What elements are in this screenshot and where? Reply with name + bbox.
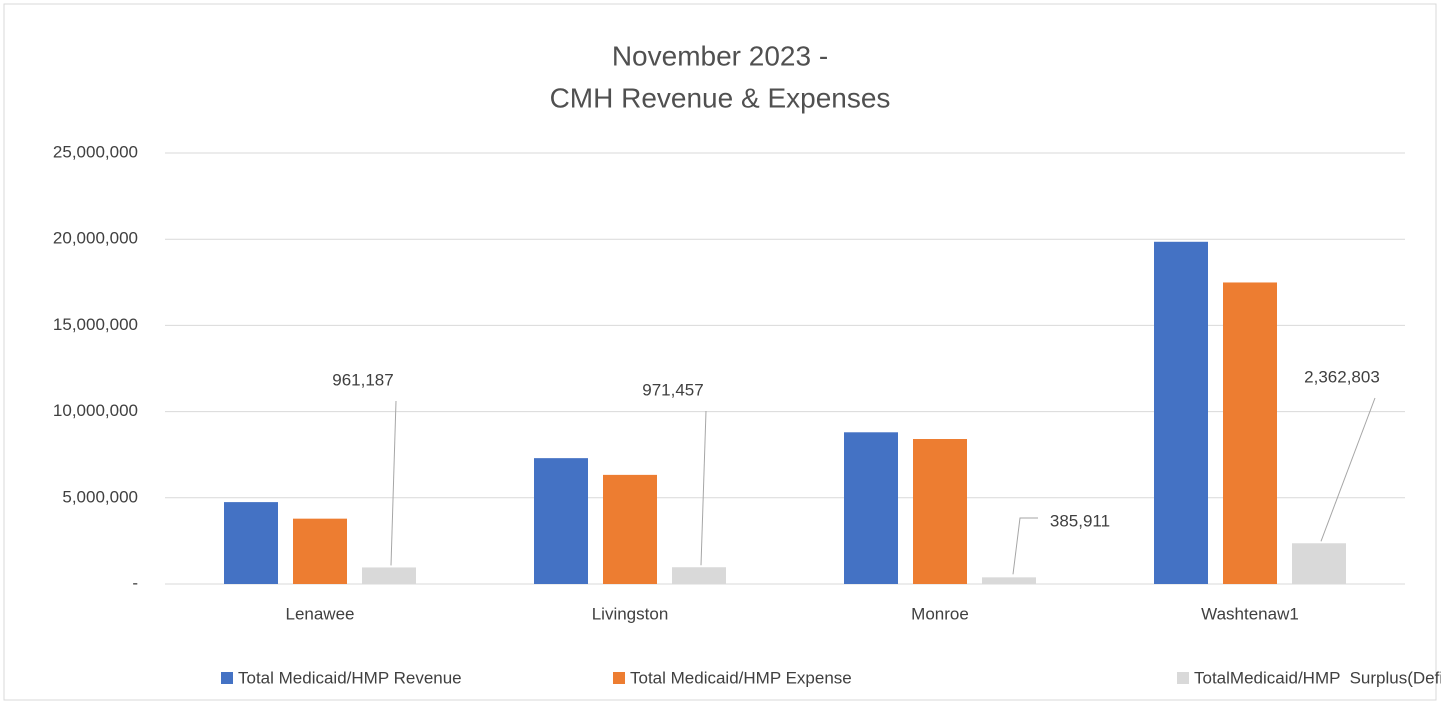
bar bbox=[362, 567, 416, 584]
legend-swatch bbox=[613, 672, 625, 684]
bar bbox=[1292, 543, 1346, 584]
bar bbox=[672, 567, 726, 584]
x-tick-label: Monroe bbox=[911, 604, 969, 623]
chart-title: November 2023 - bbox=[612, 40, 828, 71]
x-tick-label: Lenawee bbox=[285, 604, 354, 623]
bar bbox=[603, 474, 657, 584]
data-label: 961,187 bbox=[332, 370, 393, 389]
bar bbox=[534, 458, 588, 584]
y-tick-label: 10,000,000 bbox=[53, 401, 138, 420]
y-tick-label: - bbox=[132, 573, 138, 592]
data-label: 2,362,803 bbox=[1304, 367, 1380, 386]
bar bbox=[913, 439, 967, 584]
bar bbox=[844, 432, 898, 584]
y-tick-label: 15,000,000 bbox=[53, 315, 138, 334]
leader-line bbox=[700, 410, 707, 566]
x-tick-label: Livingston bbox=[592, 604, 669, 623]
legend-swatch bbox=[1177, 672, 1189, 684]
bar bbox=[982, 577, 1036, 584]
legend-label: Total Medicaid/HMP Expense bbox=[630, 668, 852, 687]
bar bbox=[224, 502, 278, 584]
data-label: 971,457 bbox=[642, 380, 703, 399]
y-tick-label: 20,000,000 bbox=[53, 229, 138, 248]
data-label: 385,911 bbox=[1050, 511, 1110, 530]
x-tick-label: Washtenaw1 bbox=[1201, 604, 1299, 623]
leader-line bbox=[390, 400, 397, 566]
chart-title: CMH Revenue & Expenses bbox=[550, 82, 891, 113]
bar bbox=[1154, 241, 1208, 584]
legend-label: Total Medicaid/HMP Revenue bbox=[238, 668, 462, 687]
legend-label: TotalMedicaid/HMP Surplus(Deficit) bbox=[1194, 668, 1441, 687]
leader-line bbox=[1320, 397, 1376, 542]
legend-swatch bbox=[221, 672, 233, 684]
bar bbox=[1223, 282, 1277, 584]
y-tick-label: 25,000,000 bbox=[53, 142, 138, 161]
leader-line bbox=[1012, 517, 1038, 575]
bar bbox=[293, 518, 347, 584]
y-tick-label: 5,000,000 bbox=[62, 487, 138, 506]
